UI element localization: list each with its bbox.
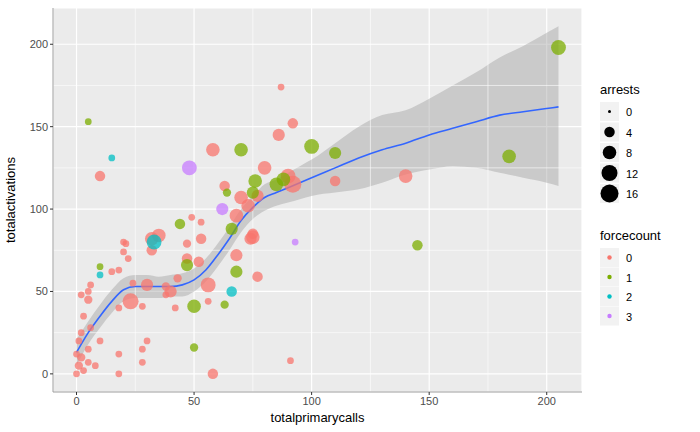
- svg-text:8: 8: [626, 147, 632, 159]
- svg-text:3: 3: [626, 311, 632, 323]
- svg-text:0: 0: [626, 106, 632, 118]
- svg-text:100: 100: [30, 203, 48, 215]
- svg-text:totalprimarycalls: totalprimarycalls: [271, 410, 365, 425]
- svg-text:50: 50: [36, 285, 48, 297]
- svg-text:150: 150: [420, 395, 438, 407]
- svg-text:forcecount: forcecount: [600, 228, 661, 243]
- svg-text:totalactivations: totalactivations: [8, 157, 18, 243]
- svg-text:200: 200: [30, 38, 48, 50]
- svg-text:200: 200: [538, 395, 556, 407]
- svg-text:2: 2: [626, 291, 632, 303]
- svg-text:1: 1: [626, 272, 632, 284]
- svg-text:50: 50: [188, 395, 200, 407]
- svg-text:12: 12: [626, 168, 638, 180]
- svg-text:100: 100: [302, 395, 320, 407]
- svg-text:0: 0: [42, 368, 48, 380]
- svg-text:150: 150: [30, 121, 48, 133]
- svg-text:0: 0: [626, 252, 632, 264]
- svg-text:4: 4: [626, 127, 632, 139]
- svg-text:arrests: arrests: [600, 82, 640, 97]
- svg-text:0: 0: [73, 395, 79, 407]
- svg-text:16: 16: [626, 188, 638, 200]
